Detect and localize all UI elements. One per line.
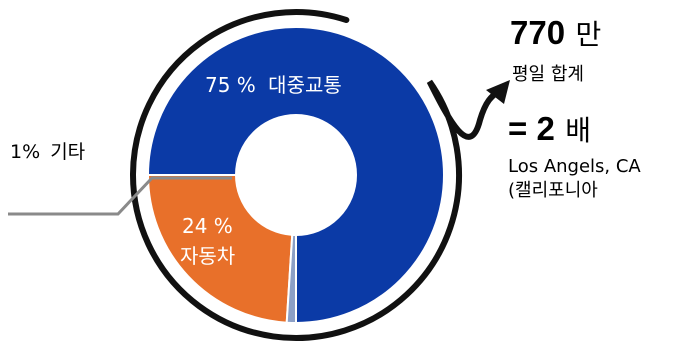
equals-unit: 배 — [565, 114, 591, 147]
donut-slices — [146, 26, 445, 325]
ring-arrowhead — [486, 80, 510, 104]
car-slice — [146, 174, 294, 324]
city-line-2: (캘리포니아 — [508, 180, 598, 201]
car-percent: 24 % — [182, 214, 233, 238]
other-name: 기타 — [50, 141, 85, 163]
total-caption: 평일 합계 — [512, 64, 584, 85]
transit-name: 대중교통 — [268, 73, 342, 97]
total-callout: 770 만 — [510, 14, 601, 51]
outer-ring-arrow — [130, 9, 503, 341]
transit-percent: 75 % — [205, 73, 256, 97]
total-unit: 만 — [576, 18, 602, 51]
transit-slice-label: 75 % 대중교통 — [205, 73, 342, 97]
total-value: 770 — [510, 14, 565, 51]
city-line-1: Los Angels, CA — [508, 156, 641, 177]
transit-slice — [146, 26, 445, 325]
car-name: 자동차 — [180, 244, 235, 268]
other-slice — [285, 233, 297, 325]
equals-value: = 2 — [508, 110, 555, 147]
other-slice-leader-line — [8, 176, 232, 216]
other-percent: 1% — [10, 141, 40, 163]
other-slice-label: 1% 기타 — [10, 141, 85, 163]
equals-callout: = 2 배 — [508, 110, 591, 147]
